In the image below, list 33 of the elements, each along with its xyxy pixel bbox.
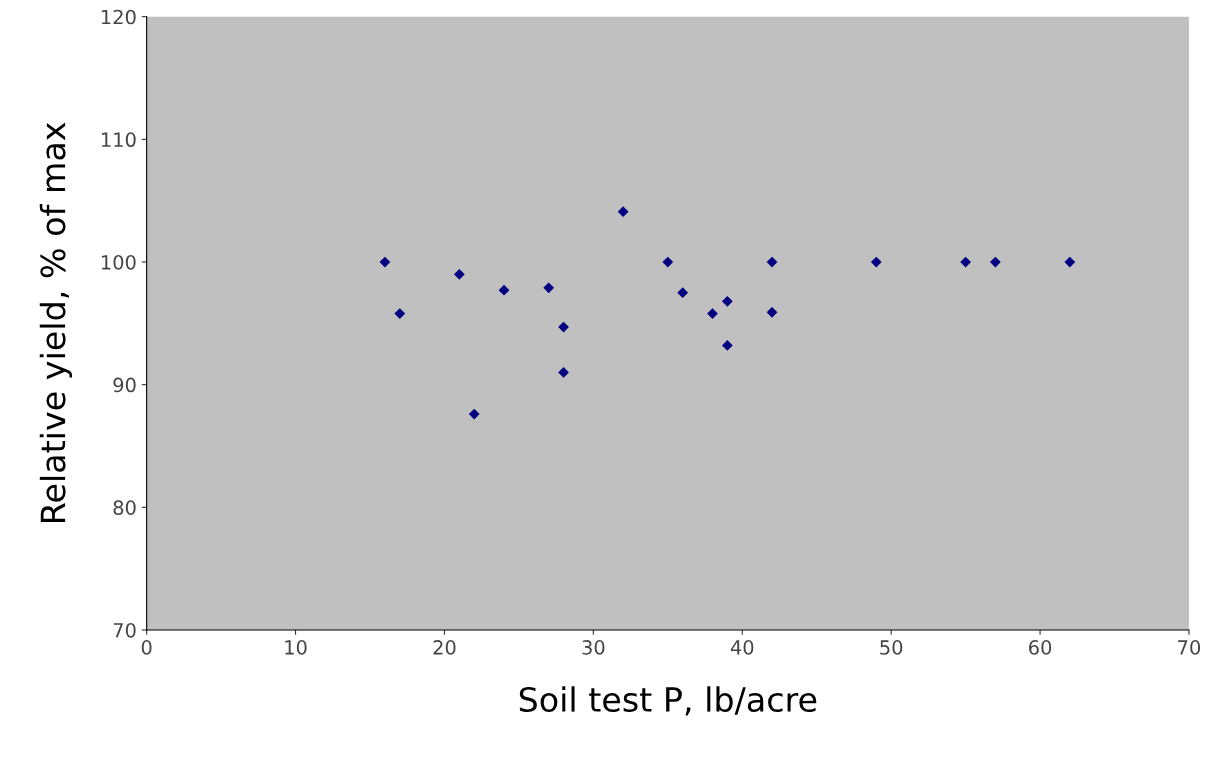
y-tick-label: 90 [113, 377, 136, 393]
point [617, 206, 629, 218]
y-tick-label: 100 [101, 254, 136, 270]
point [543, 282, 555, 294]
x-tick-label: 40 [730, 640, 754, 655]
point [453, 268, 465, 280]
x-tick-label: 20 [433, 640, 456, 655]
point [468, 408, 480, 420]
point [870, 256, 882, 268]
x-tick-label: 60 [1029, 640, 1052, 655]
point [721, 340, 733, 351]
point [766, 256, 778, 268]
point [662, 256, 674, 268]
y-tick-label: 110 [101, 132, 136, 148]
y-tick-label: 120 [101, 9, 136, 25]
x-tick-label: 70 [1178, 640, 1201, 655]
point [707, 308, 718, 319]
y-tick-label: 80 [113, 500, 136, 515]
point [766, 306, 778, 318]
x-tick-label: 30 [582, 640, 605, 655]
x-tick-label: 0 [141, 640, 152, 655]
point [379, 256, 391, 268]
y-tick-label: 70 [113, 622, 136, 638]
x-tick-label: 10 [285, 640, 307, 655]
point [677, 287, 689, 299]
y-axis-title: Relative yield, % of max [39, 122, 73, 522]
point [558, 367, 569, 378]
point [1064, 256, 1076, 268]
x-axis-title: Soil test P, lb/acre [519, 686, 817, 716]
x-tick-label: 50 [880, 640, 903, 655]
point [394, 308, 406, 319]
point [498, 284, 510, 296]
point [721, 295, 733, 307]
